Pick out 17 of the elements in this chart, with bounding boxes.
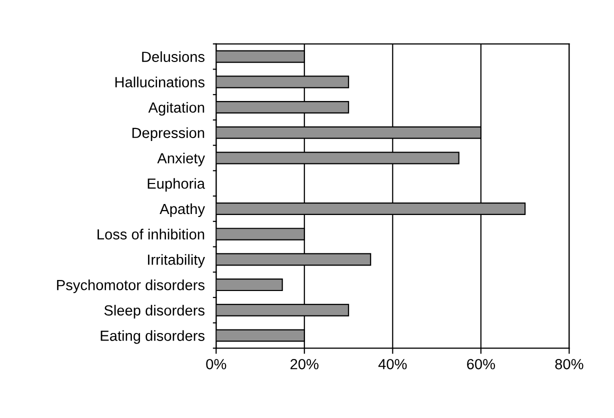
x-tick-label: 40% — [378, 358, 407, 370]
x-tick-label: 60% — [467, 358, 495, 370]
y-tick-label: Apathy — [160, 203, 205, 218]
x-tick-label: 0% — [206, 358, 226, 370]
y-tick-label: Eating disorders — [100, 330, 204, 344]
y-tick-label: Psychomotor disorders — [57, 280, 204, 294]
y-tick-label: Delusions — [142, 51, 204, 62]
y-tick-label: Irritability — [148, 254, 205, 268]
y-tick-label: Depression — [132, 127, 204, 141]
y-tick-label: Sleep disorders — [104, 304, 204, 318]
y-tick-label: Anxiety — [157, 152, 205, 166]
x-tick-label: 80% — [555, 358, 584, 370]
y-tick-label: Loss of inhibition — [98, 228, 204, 240]
x-tick-label: 20% — [290, 358, 318, 370]
y-tick-label: Agitation — [148, 102, 204, 116]
y-tick-label: Euphoria — [148, 178, 206, 192]
y-tick-label: Hallucinations — [115, 76, 204, 88]
